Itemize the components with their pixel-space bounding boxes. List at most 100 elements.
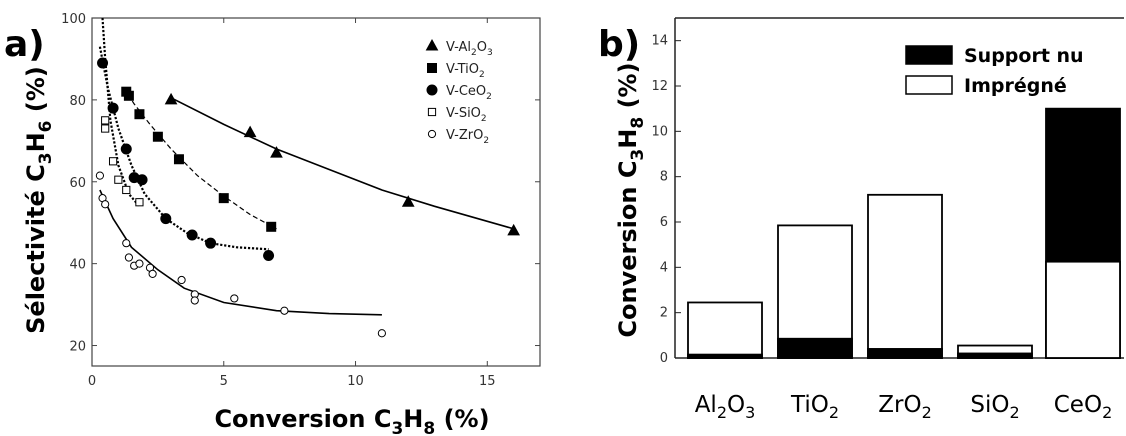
bar-impregne: [867, 193, 943, 359]
data-point: [507, 223, 520, 236]
series-curve: [123, 87, 277, 230]
data-point: [230, 294, 239, 303]
legend-label-part: V-TiO: [446, 62, 479, 77]
data-point: [263, 249, 275, 261]
series-curve: [99, 189, 382, 316]
bar-impregne: [687, 301, 763, 359]
data-point: [122, 185, 131, 195]
data-point: [160, 213, 172, 225]
category-label-sub: 3: [745, 403, 755, 422]
y-axis-label-b-part: H: [614, 129, 642, 149]
data-point: [401, 195, 415, 207]
data-point: [122, 239, 131, 248]
y-axis-label-a-part: (%): [22, 66, 50, 120]
y-tick-label: 6: [660, 215, 668, 230]
data-point: [135, 259, 144, 268]
y-tick-label: 80: [69, 94, 86, 109]
x-axis-label-a-sub: 3: [391, 419, 403, 436]
x-axis-label-a: Conversion C3H8 (%): [214, 405, 489, 436]
bar-group: [687, 301, 763, 359]
bar-impregne: [1045, 260, 1121, 359]
category-label-part: O: [727, 392, 745, 418]
legend-entry: V-TiO2: [427, 62, 485, 80]
series-1: [121, 86, 277, 232]
legend-swatch: [905, 75, 953, 95]
data-point: [101, 116, 110, 125]
category-label-sub: 2: [1009, 403, 1019, 422]
data-point: [426, 84, 438, 96]
legend-label: V-SiO2: [446, 106, 487, 124]
data-point: [177, 275, 186, 285]
bar-support-nu: [867, 348, 943, 359]
bar-group: [867, 193, 943, 359]
data-point: [266, 221, 277, 232]
data-point: [101, 200, 110, 209]
series-curve: [170, 97, 514, 230]
data-point: [427, 107, 437, 117]
data-point: [427, 63, 437, 73]
y-tick-label: 12: [651, 79, 668, 94]
category-label-part: Al: [695, 392, 717, 418]
data-point: [218, 193, 229, 204]
data-point: [95, 171, 105, 180]
category-label-sub: 2: [829, 403, 839, 422]
legend-label-sub: 2: [481, 114, 487, 124]
legend-label-sub: 3: [487, 48, 493, 58]
category-label-sub: 2: [717, 403, 727, 422]
legend-label-part: V-ZrO: [446, 128, 483, 143]
legend-label: Imprégné: [964, 75, 1067, 97]
x-axis-label-a-part: (%): [435, 405, 489, 433]
x-tick-label: 0: [88, 374, 96, 389]
legend-label-sub: 2: [471, 48, 477, 58]
legend-label: Support nu: [964, 45, 1084, 67]
bar-group: [777, 224, 853, 359]
y-axis-label-a-sub: 6: [36, 120, 56, 132]
data-point: [205, 237, 217, 249]
legend-entry: Support nu: [905, 45, 1084, 67]
series-4: [95, 171, 386, 338]
legend-label: V-Al2O3: [446, 40, 493, 58]
data-point: [152, 131, 163, 142]
x-axis-label-a-part: Conversion C: [214, 405, 391, 433]
legend-label: V-ZrO2: [446, 128, 489, 146]
data-point: [136, 174, 148, 186]
y-tick-label: 2: [660, 306, 668, 321]
y-tick-label: 4: [660, 260, 668, 275]
y-axis-label-b-part: (%): [614, 62, 642, 116]
legend-entry: V-Al2O3: [425, 38, 493, 58]
data-point: [148, 269, 157, 278]
category-label-part: ZrO: [878, 392, 921, 418]
y-tick-label: 40: [69, 258, 86, 273]
data-point: [280, 306, 289, 315]
bar-support-nu: [687, 353, 763, 359]
data-point: [270, 146, 283, 158]
data-point: [114, 175, 123, 184]
panel-label-b: b): [598, 24, 640, 65]
category-label-sub: 2: [1102, 403, 1112, 422]
data-point: [425, 38, 439, 51]
category-label: SiO2: [970, 392, 1019, 422]
legend-entry: V-SiO2: [427, 106, 487, 124]
y-axis-label-a-sub: 3: [36, 152, 56, 164]
bar-support-nu: [777, 337, 853, 359]
data-point: [123, 90, 134, 101]
data-point: [120, 143, 132, 155]
series-curve: [101, 17, 141, 208]
legend-swatch: [905, 45, 953, 65]
legend-label-sub: 2: [486, 92, 492, 102]
x-tick-label: 5: [220, 374, 228, 389]
bar-group: [1045, 107, 1121, 359]
panel-label-a: a): [4, 24, 45, 65]
legend-label-sub: 2: [479, 70, 485, 80]
data-point: [134, 109, 145, 120]
bar-support-nu: [957, 352, 1033, 359]
x-axis-label-a-sub: 8: [423, 419, 435, 436]
plot-frame-a: [91, 17, 541, 367]
legend-label: V-CeO2: [446, 84, 492, 102]
data-point: [173, 154, 184, 165]
data-point: [377, 329, 386, 338]
data-point: [135, 198, 144, 207]
x-axis-label-a-part: H: [403, 405, 423, 433]
